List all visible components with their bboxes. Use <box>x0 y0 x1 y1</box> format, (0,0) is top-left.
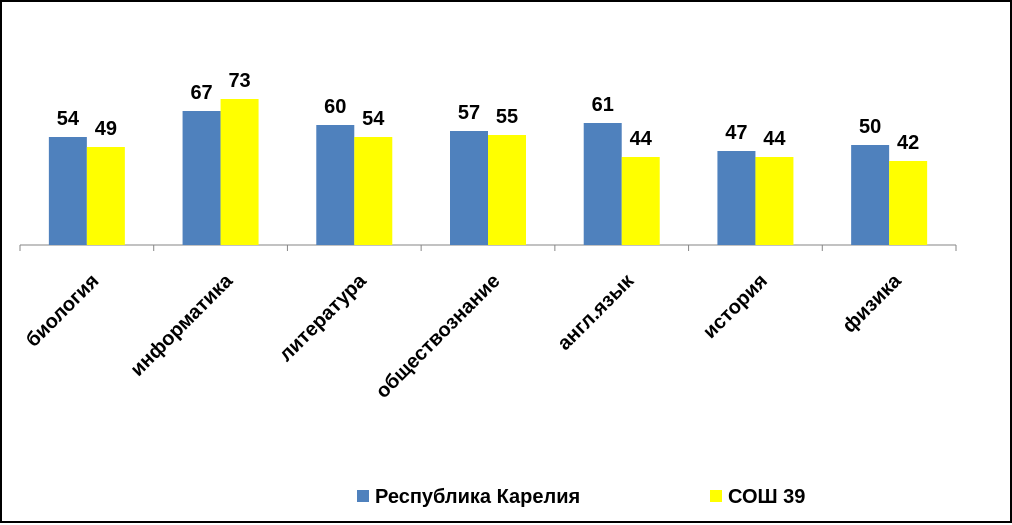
category-label-4: англ.язык <box>553 269 639 355</box>
data-label-school-5: 44 <box>763 128 786 150</box>
data-label-school-2: 54 <box>362 108 385 130</box>
data-label-karelia-0: 54 <box>57 108 80 130</box>
bar-school-6 <box>889 161 928 245</box>
category-label-0: биология <box>22 270 104 352</box>
bar-school-2 <box>354 137 393 245</box>
category-label-6: физика <box>838 269 906 337</box>
data-label-karelia-6: 50 <box>859 116 881 138</box>
data-label-school-4: 44 <box>630 128 653 150</box>
bar-karelia-1 <box>182 111 221 245</box>
data-label-school-6: 42 <box>897 132 919 154</box>
legend-swatch-karelia <box>357 490 369 502</box>
category-label-2: литература <box>275 269 372 366</box>
data-label-school-3: 55 <box>496 106 518 128</box>
bar-karelia-2 <box>316 125 355 245</box>
data-label-karelia-5: 47 <box>725 122 747 144</box>
bar-school-3 <box>488 135 526 245</box>
legend-label-school: СОШ 39 <box>728 486 805 508</box>
legend-swatch-school <box>710 490 722 502</box>
bar-school-0 <box>86 147 125 245</box>
category-label-5: история <box>699 270 772 343</box>
bar-school-5 <box>755 157 794 245</box>
data-label-karelia-3: 57 <box>458 102 480 124</box>
data-label-school-1: 73 <box>228 70 250 92</box>
legend-label-karelia: Республика Карелия <box>375 486 580 508</box>
bar-karelia-0 <box>48 137 87 245</box>
bar-karelia-3 <box>450 131 488 245</box>
category-label-3: обществознание <box>372 270 505 403</box>
data-label-karelia-4: 61 <box>592 94 614 116</box>
data-label-karelia-2: 60 <box>324 96 346 118</box>
bar-karelia-5 <box>717 151 756 245</box>
bar-karelia-6 <box>851 145 890 245</box>
data-label-school-0: 49 <box>95 118 117 140</box>
bar-school-4 <box>621 157 660 245</box>
data-label-karelia-1: 67 <box>190 82 212 104</box>
bar-school-1 <box>220 99 259 245</box>
category-label-1: информатика <box>126 269 237 380</box>
bar-karelia-4 <box>583 123 622 245</box>
